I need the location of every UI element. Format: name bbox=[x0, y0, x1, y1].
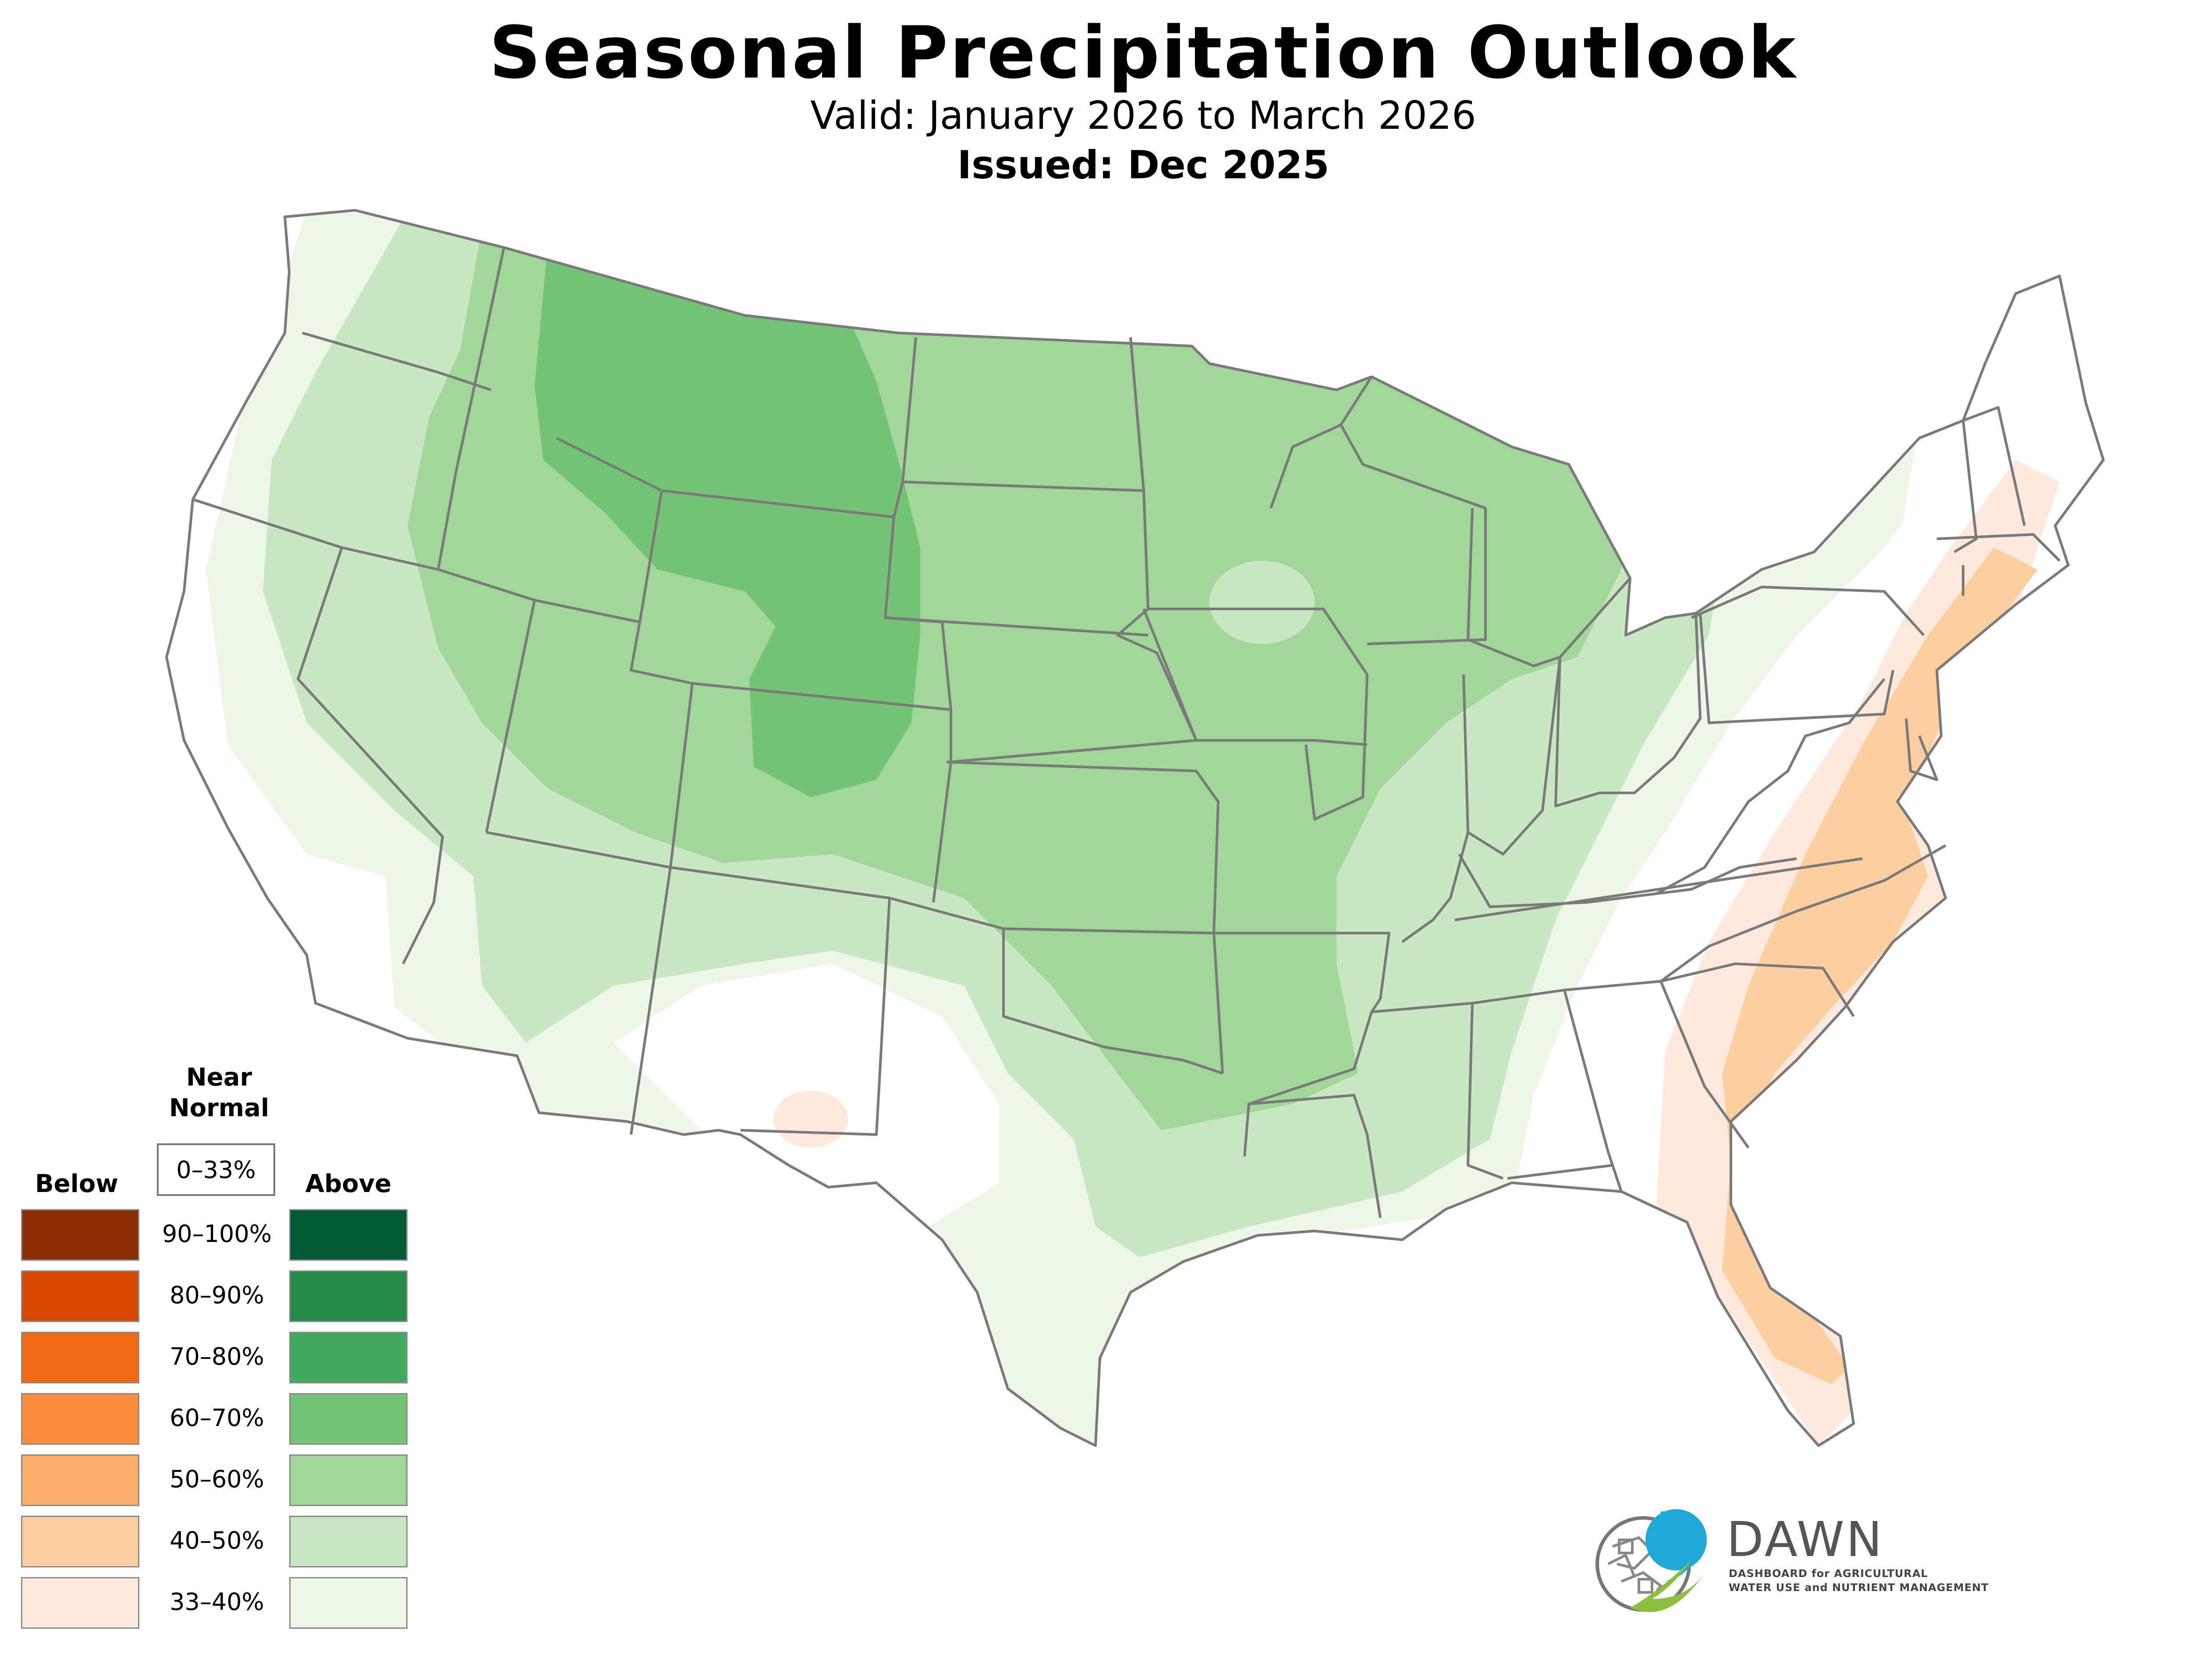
legend-bin-label: 50–60% bbox=[170, 1465, 264, 1493]
above-60-70-region bbox=[535, 245, 920, 797]
legend-below-swatch bbox=[21, 1332, 139, 1383]
legend-above-swatch bbox=[289, 1577, 408, 1629]
legend-above-swatch bbox=[289, 1516, 408, 1567]
legend-bin-label: 70–80% bbox=[170, 1343, 264, 1370]
legend-above-swatch bbox=[289, 1393, 408, 1445]
near-normal-iowa-pocket bbox=[1209, 561, 1315, 644]
dawn-logo-icon bbox=[1595, 1509, 1707, 1612]
legend-below-swatch bbox=[21, 1393, 139, 1445]
legend-above-swatch bbox=[289, 1332, 408, 1383]
legend-bin-label: 80–90% bbox=[170, 1281, 264, 1309]
map-subtitle: Valid: January 2026 to March 2026 bbox=[810, 93, 1476, 138]
legend-above-swatch bbox=[289, 1454, 408, 1506]
legend-near-normal-heading: Near Normal bbox=[169, 1063, 269, 1122]
issued-date: Issued: Dec 2025 bbox=[957, 142, 1329, 187]
legend-bin-label: 33–40% bbox=[170, 1588, 264, 1616]
below-pocket-west-texas bbox=[773, 1091, 848, 1148]
legend-below-swatch bbox=[21, 1454, 139, 1506]
legend-bin-label: 90–100% bbox=[162, 1220, 272, 1248]
legend-near-normal-label: 0–33% bbox=[176, 1156, 256, 1184]
dawn-logo-name: DAWN bbox=[1727, 1511, 1884, 1567]
legend-bin-label: 40–50% bbox=[170, 1527, 264, 1554]
legend-below-swatch bbox=[21, 1209, 139, 1261]
legend-below-swatch bbox=[21, 1577, 139, 1629]
near-normal-east bbox=[1578, 272, 2103, 1249]
legend-below-swatch bbox=[21, 1270, 139, 1322]
state-borders bbox=[165, 209, 2105, 1447]
dawn-logo-tagline-2: WATER USE and NUTRIENT MANAGEMENT bbox=[1729, 1581, 1989, 1594]
legend-above-swatch bbox=[289, 1270, 408, 1322]
dawn-logo-tagline-1: DASHBOARD for AGRICULTURAL bbox=[1729, 1567, 1928, 1580]
legend-below-heading: Below bbox=[35, 1170, 119, 1198]
legend-above-swatch bbox=[289, 1209, 408, 1261]
dawn-logo: DAWN DASHBOARD for AGRICULTURAL WATER US… bbox=[1595, 1498, 2033, 1621]
map-title: Seasonal Precipitation Outlook bbox=[489, 11, 1797, 95]
legend-near-normal-swatch: 0–33% bbox=[157, 1143, 275, 1196]
legend-bin-label: 60–70% bbox=[170, 1404, 264, 1432]
legend-above-heading: Above bbox=[305, 1170, 392, 1198]
legend-below-swatch bbox=[21, 1516, 139, 1567]
